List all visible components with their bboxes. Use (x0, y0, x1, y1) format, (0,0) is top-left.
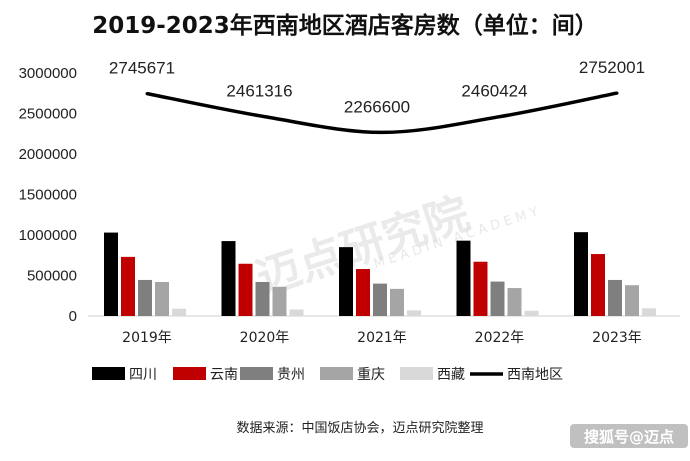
source-note: 数据来源：中国饭店协会，迈点研究院整理 (236, 421, 483, 436)
line-data-label: 2752001 (579, 58, 645, 77)
legend-label: 西南地区 (507, 367, 563, 383)
bar-贵州-2022年 (490, 281, 505, 316)
y-tick-label: 500000 (27, 268, 77, 285)
bars (104, 232, 656, 316)
y-tick-label: 3000000 (19, 65, 77, 82)
line-point (263, 115, 266, 119)
legend-swatch-云南 (173, 367, 206, 380)
bar-西藏-2022年 (524, 310, 539, 316)
bar-四川-2020年 (221, 241, 236, 316)
legend-label: 贵州 (277, 367, 305, 383)
legend-label: 四川 (129, 367, 157, 383)
legend-swatch-四川 (92, 367, 125, 380)
y-tick-label: 2000000 (19, 146, 77, 163)
line-data-label: 2461316 (226, 82, 292, 101)
legend-swatch-贵州 (240, 367, 273, 380)
bar-四川-2023年 (574, 232, 588, 316)
bar-西藏-2021年 (407, 310, 421, 316)
y-axis-ticks: 3000000 2500000 2000000 1500000 1000000 50000… (19, 65, 77, 325)
chart-title: 2019-2023年西南地区酒店客房数（单位：间） (92, 12, 598, 39)
y-tick-label: 2500000 (19, 106, 77, 123)
bar-西藏-2023年 (642, 308, 656, 316)
bar-云南-2019年 (121, 256, 135, 316)
line-point (145, 92, 149, 96)
legend-swatch-重庆 (320, 367, 353, 380)
bar-贵州-2023年 (608, 279, 622, 316)
bar-贵州-2021年 (373, 283, 387, 316)
bar-云南-2023年 (591, 254, 605, 316)
legend-label: 重庆 (357, 367, 385, 383)
legend-swatch-西藏 (400, 367, 433, 380)
bar-重庆-2021年 (390, 288, 404, 316)
x-category-label: 2022年 (475, 330, 525, 346)
bar-重庆-2020年 (272, 286, 287, 316)
line-data-label: 2460424 (461, 82, 527, 101)
bar-贵州-2020年 (255, 281, 270, 316)
bar-西藏-2019年 (172, 308, 186, 316)
legend-label: 西藏 (437, 367, 465, 383)
x-category-label: 2021年 (357, 330, 407, 346)
x-category-label: 2020年 (240, 330, 290, 346)
x-axis-categories: 2019年 2020年 2021年 2022年 2023年 (122, 330, 642, 346)
bar-四川-2021年 (339, 247, 353, 316)
y-tick-label: 0 (69, 308, 77, 325)
bar-重庆-2023年 (625, 285, 639, 316)
bar-四川-2019年 (104, 232, 118, 316)
bar-贵州-2019年 (138, 279, 152, 316)
bar-云南-2022年 (473, 261, 488, 316)
bar-西藏-2020年 (289, 309, 304, 316)
corner-mark: 搜狐号@迈点 (570, 424, 688, 448)
y-tick-label: 1000000 (19, 227, 77, 244)
bar-云南-2021年 (356, 269, 370, 316)
line-point (498, 115, 501, 119)
line-point (615, 91, 619, 95)
corner-mark-text: 搜狐号@迈点 (584, 428, 674, 446)
bar-云南-2020年 (238, 263, 253, 316)
y-tick-label: 1500000 (19, 187, 77, 204)
line-layer: 2745671 2461316 2266600 2460424 2752001 (109, 58, 645, 135)
line-point (380, 130, 384, 134)
corner-mark-bg (570, 424, 688, 448)
bar-四川-2022年 (456, 240, 471, 316)
legend-label: 云南 (210, 367, 238, 383)
x-category-label: 2019年 (122, 330, 172, 346)
line-data-label: 2745671 (109, 59, 175, 78)
legend: 四川 云南 贵州 重庆 西藏 西南地区 (92, 367, 563, 383)
bar-重庆-2022年 (507, 288, 522, 316)
x-category-label: 2023年 (592, 330, 642, 346)
line-data-label: 2266600 (344, 97, 410, 116)
bar-重庆-2019年 (155, 281, 169, 316)
